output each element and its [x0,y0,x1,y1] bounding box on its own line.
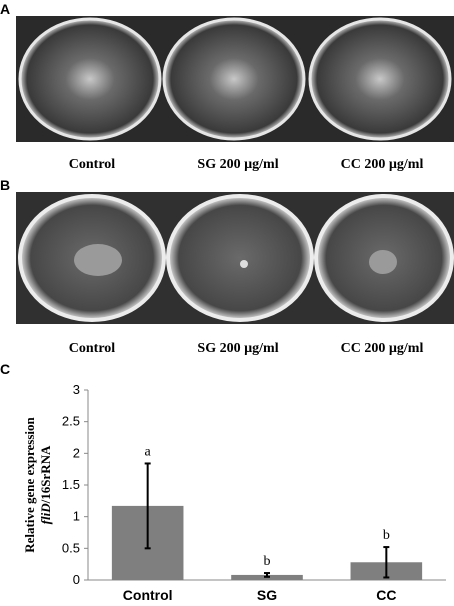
y-tick-label: 1.5 [62,477,80,492]
y-axis-label: Relative gene expression [22,416,37,552]
reference-name: /16SrRNA [38,445,53,504]
y-axis-label-line: Relative gene expression [22,416,37,552]
y-tick-label: 0 [73,572,80,587]
caption: CC 200 µg/ml [341,341,424,356]
y-tick-label: 2.5 [62,414,80,429]
x-tick-label: Control [123,587,173,603]
x-tick-label: SG [257,587,277,603]
significance-letter: b [264,554,271,569]
photo-a [16,16,454,142]
y-tick-label: 0.5 [62,540,80,555]
error-bar [264,572,270,578]
gene-name: fliD [38,503,53,525]
significance-letter: b [383,528,390,543]
caption: CC 200 µg/ml [341,157,424,172]
caption: SG 200 µg/ml [197,341,278,356]
x-tick-label: CC [376,587,396,603]
caption: Control [69,341,116,356]
panel-label: B [0,177,10,193]
y-tick-label: 3 [73,382,80,397]
error-bar [144,462,151,550]
panel-label: A [0,1,10,17]
error-bar [383,546,390,579]
photo-b [16,192,454,324]
significance-letter: a [145,444,152,459]
y-tick-label: 2 [73,445,80,460]
caption: SG 200 µg/ml [197,157,278,172]
panel-label: C [0,361,10,377]
y-tick-label: 1 [73,509,80,524]
caption: Control [69,157,116,172]
y-axis-label: fliD/16SrRNA [38,445,53,524]
